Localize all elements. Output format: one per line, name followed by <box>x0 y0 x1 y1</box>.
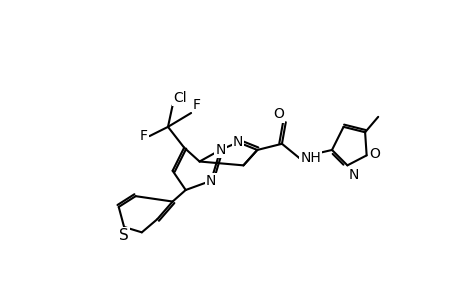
Text: N: N <box>232 135 243 149</box>
Text: Cl: Cl <box>173 91 187 104</box>
Text: S: S <box>119 229 129 244</box>
Text: O: O <box>369 147 380 161</box>
Text: NH: NH <box>300 151 320 165</box>
Text: N: N <box>215 143 225 157</box>
Text: F: F <box>140 129 148 143</box>
Text: F: F <box>192 98 200 112</box>
Text: N: N <box>206 174 216 188</box>
Text: O: O <box>273 107 284 122</box>
Text: N: N <box>347 168 358 182</box>
